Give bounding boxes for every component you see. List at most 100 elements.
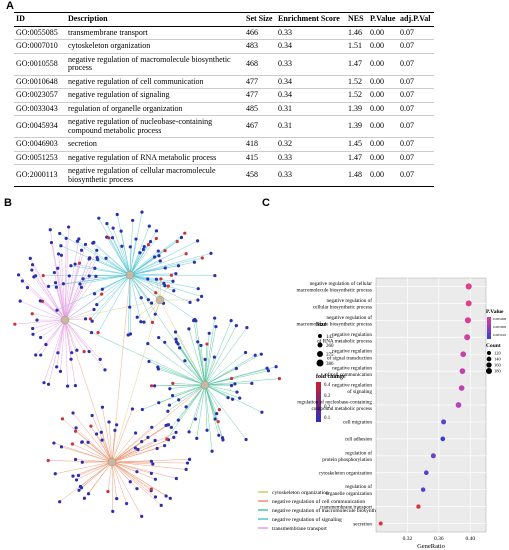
gene-node (86, 440, 90, 444)
gene-node (164, 423, 168, 428)
network-edge (169, 384, 206, 389)
gene-node (105, 235, 109, 239)
gene-node (134, 237, 138, 241)
table-cell: 0.07 (398, 88, 434, 103)
gene-node (183, 231, 187, 235)
network-edge (64, 319, 72, 360)
network-edge (107, 461, 113, 492)
table-cell: 0.07 (398, 26, 434, 40)
network-edge (204, 384, 213, 452)
network-edge (48, 274, 131, 287)
gene-node (130, 407, 135, 411)
network-edge (43, 274, 131, 276)
table-cell: 467 (244, 115, 276, 138)
network-edge (193, 320, 206, 386)
network-edge (196, 384, 206, 439)
table-row: GO:0010558 negative regulation of macromo… (14, 53, 434, 76)
gene-node (100, 438, 104, 442)
dot (378, 521, 383, 526)
gene-node (75, 239, 80, 243)
network-edge (55, 461, 113, 474)
gene-node (253, 353, 257, 357)
network-edge (97, 274, 131, 333)
network-edge (158, 368, 206, 386)
label-line: secretion (353, 521, 372, 527)
y-tick-label: negative regulation of signaling (332, 383, 372, 396)
gene-node (176, 418, 180, 422)
table-cell: GO:0010648 (14, 75, 66, 89)
network-edge (64, 263, 80, 321)
gene-node (48, 228, 52, 232)
gene-node (125, 501, 129, 506)
table-cell: 485 (244, 102, 276, 116)
gene-node (96, 331, 100, 335)
gene-node (213, 273, 217, 278)
gene-node (100, 292, 104, 296)
network-edge (204, 383, 235, 386)
enrichment-table: ID Description Set Size Enrichment Score NES… (14, 12, 434, 187)
gene-node (159, 277, 163, 281)
legend-label: transmembrane transport (272, 526, 327, 532)
pathway-node (125, 270, 135, 280)
column-header: P.Value (368, 12, 398, 27)
label-line: protein phosphorylation (322, 457, 372, 463)
network-edge (64, 319, 113, 463)
gene-node (212, 355, 216, 359)
network-edge (204, 378, 232, 386)
gene-node (69, 357, 73, 361)
gene-node (243, 350, 248, 355)
label-line: transmembrane transport (320, 504, 372, 510)
gene-node (157, 254, 161, 258)
network-edge (56, 274, 131, 311)
gene-node (81, 277, 85, 281)
network-edge (204, 384, 217, 414)
network-edge (111, 461, 187, 470)
gene-node (149, 301, 154, 305)
gene-node (126, 333, 130, 337)
gene-node (94, 274, 98, 278)
network-edge (94, 274, 131, 295)
y-tick-label: secretion (353, 521, 372, 527)
network-edge (204, 370, 269, 386)
dot (440, 436, 446, 442)
network-edge (78, 461, 113, 491)
dot (464, 317, 471, 324)
gene-node (111, 509, 115, 513)
network-edge (156, 279, 161, 301)
gene-node (200, 294, 204, 298)
network-edge (129, 274, 174, 291)
gene-node (52, 441, 56, 445)
gene-node (79, 248, 84, 252)
label-line: negative regulation (332, 366, 372, 372)
gene-node (113, 428, 117, 432)
gene-node (82, 350, 86, 354)
gene-node (59, 445, 64, 449)
network-edge (129, 274, 173, 282)
legend-label: 0.005008 (493, 317, 506, 321)
gene-node (88, 317, 92, 321)
network-edge (111, 430, 116, 463)
network-edge (188, 328, 206, 386)
gene-node (94, 432, 99, 436)
table-cell: 1.47 (346, 53, 368, 76)
gene-node (95, 248, 99, 252)
network-edge (111, 439, 169, 463)
legend-label: 0.005009 (493, 325, 506, 329)
y-tick-label: negative regulation of cell communication (325, 366, 372, 379)
gene-node (163, 283, 167, 288)
gene-node (92, 292, 97, 296)
network-edge (175, 338, 206, 386)
network-edge (169, 384, 206, 406)
gene-node (152, 255, 157, 259)
network-edge (178, 384, 206, 421)
network-edge (64, 250, 98, 321)
table-cell: negative regulation of RNA metabolic pro… (66, 151, 244, 165)
network-edge (64, 293, 102, 321)
table-cell: 477 (244, 75, 276, 89)
column-header: ID (14, 12, 66, 27)
table-cell: 0.34 (276, 88, 346, 103)
gene-node (216, 420, 220, 424)
network-edge (64, 238, 67, 321)
gene-node (77, 237, 81, 241)
gene-node (159, 503, 163, 507)
